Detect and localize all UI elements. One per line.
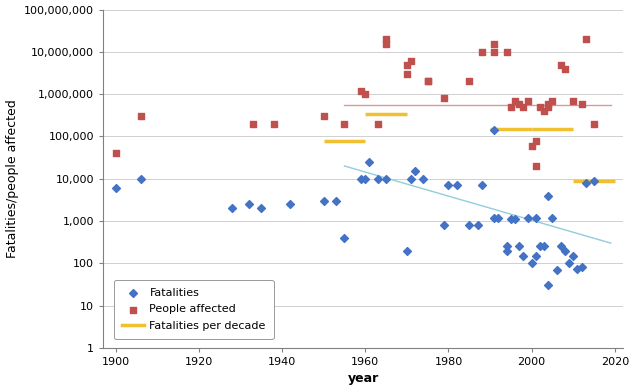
Point [514, 243, 525, 249]
Point [531, 137, 541, 143]
Point [539, 243, 549, 249]
Point [402, 61, 412, 68]
Point [373, 176, 383, 182]
Point [439, 222, 450, 228]
Legend: Fatalities, People affected, Fatalities per decade: Fatalities, People affected, Fatalities … [114, 280, 274, 339]
Point [402, 248, 412, 254]
Point [356, 176, 366, 182]
Y-axis label: Fatalities/people affected: Fatalities/people affected [6, 99, 18, 258]
Point [518, 104, 528, 110]
Point [518, 253, 528, 259]
Point [319, 198, 329, 204]
Point [464, 222, 474, 228]
Point [285, 201, 295, 207]
Point [406, 58, 416, 65]
Point [360, 176, 370, 182]
Point [510, 216, 520, 222]
Point [464, 78, 474, 84]
Point [418, 176, 429, 182]
Point [531, 253, 541, 259]
Point [269, 120, 279, 127]
Point [543, 104, 553, 110]
Point [502, 243, 512, 249]
X-axis label: year: year [347, 373, 379, 386]
Point [577, 100, 587, 107]
Point [523, 97, 533, 104]
Point [560, 248, 570, 254]
Point [560, 66, 570, 72]
Point [319, 113, 329, 119]
Point [381, 36, 391, 42]
Point [543, 282, 553, 289]
Point [110, 150, 121, 156]
Point [472, 222, 483, 228]
Point [364, 159, 375, 165]
Point [331, 198, 341, 204]
Point [568, 253, 578, 259]
Point [580, 36, 591, 42]
Point [443, 182, 453, 188]
Point [543, 100, 553, 107]
Point [543, 192, 553, 199]
Point [506, 216, 516, 222]
Point [564, 260, 574, 266]
Point [577, 264, 587, 271]
Point [360, 91, 370, 97]
Point [256, 205, 266, 212]
Point [493, 215, 504, 221]
Point [506, 104, 516, 110]
Point [439, 95, 450, 101]
Point [339, 235, 349, 241]
Point [539, 108, 549, 114]
Point [381, 176, 391, 182]
Point [510, 97, 520, 104]
Point [531, 163, 541, 169]
Point [489, 41, 499, 48]
Point [373, 120, 383, 127]
Point [535, 104, 545, 110]
Point [422, 78, 432, 84]
Point [547, 97, 558, 104]
Point [502, 49, 512, 55]
Point [556, 61, 566, 68]
Point [451, 182, 462, 188]
Point [568, 97, 578, 104]
Point [552, 267, 562, 273]
Point [135, 176, 145, 182]
Point [535, 243, 545, 249]
Point [589, 120, 599, 127]
Point [526, 260, 537, 266]
Point [244, 201, 254, 207]
Point [477, 182, 487, 188]
Point [489, 127, 499, 133]
Point [356, 88, 366, 94]
Point [227, 205, 237, 212]
Point [580, 180, 591, 186]
Point [572, 265, 582, 272]
Point [135, 113, 145, 119]
Point [502, 248, 512, 254]
Point [531, 215, 541, 221]
Point [514, 100, 525, 107]
Point [422, 78, 432, 84]
Point [556, 243, 566, 249]
Point [381, 41, 391, 48]
Point [410, 168, 420, 174]
Point [248, 120, 258, 127]
Point [526, 143, 537, 149]
Point [489, 215, 499, 221]
Point [339, 120, 349, 127]
Point [523, 215, 533, 221]
Point [402, 71, 412, 77]
Point [110, 185, 121, 191]
Point [406, 176, 416, 182]
Point [477, 49, 487, 55]
Point [489, 49, 499, 55]
Point [589, 178, 599, 184]
Point [547, 215, 558, 221]
